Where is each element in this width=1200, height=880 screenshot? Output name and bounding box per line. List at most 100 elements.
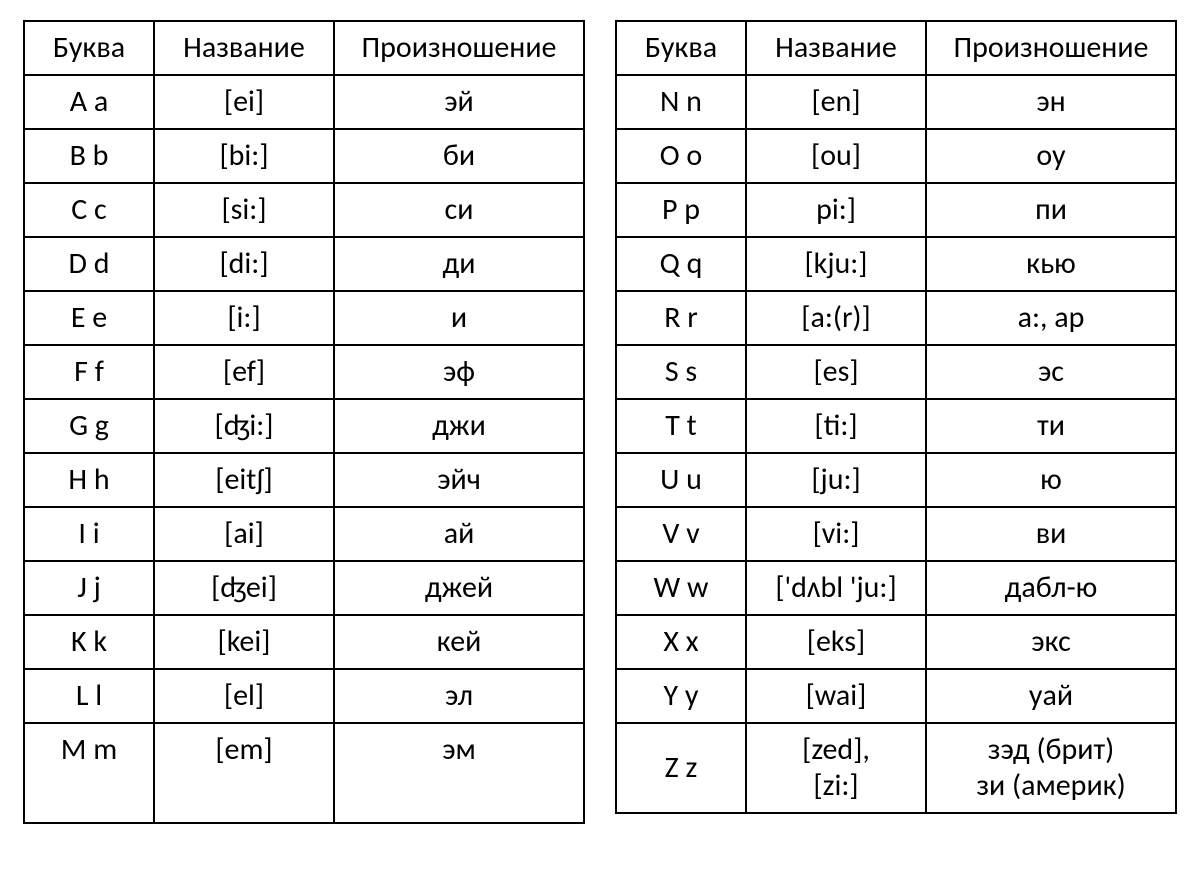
table-row: Z z[zed], [zi:]зэд (брит) зи (америк)	[616, 723, 1176, 813]
cell-name: [ti:]	[746, 399, 926, 453]
cell-name: [en]	[746, 75, 926, 129]
cell-letter: L l	[24, 669, 154, 723]
cell-letter: O o	[616, 129, 746, 183]
table-header-row: Буква Название Произношение	[24, 21, 584, 75]
cell-name: [di:]	[154, 237, 334, 291]
cell-letter: Y y	[616, 669, 746, 723]
cell-letter: C c	[24, 183, 154, 237]
cell-letter: A a	[24, 75, 154, 129]
table-row: F f[ef]эф	[24, 345, 584, 399]
table-header-row: Буква Название Произношение	[616, 21, 1176, 75]
table-row: O o[ou]оу	[616, 129, 1176, 183]
header-pronunciation: Произношение	[334, 21, 584, 75]
table-row: G g[ʤi:]джи	[24, 399, 584, 453]
cell-letter: D d	[24, 237, 154, 291]
table-row: L l[el]эл	[24, 669, 584, 723]
table-row: V v[vi:]ви	[616, 507, 1176, 561]
cell-letter: U u	[616, 453, 746, 507]
cell-letter: W w	[616, 561, 746, 615]
table-row: I i[ai]ай	[24, 507, 584, 561]
cell-name: [eks]	[746, 615, 926, 669]
cell-letter: Z z	[616, 723, 746, 813]
cell-pronunciation: кей	[334, 615, 584, 669]
table-row: X x[eks]экс	[616, 615, 1176, 669]
cell-name: [i:]	[154, 291, 334, 345]
header-letter: Буква	[24, 21, 154, 75]
cell-name: [ju:]	[746, 453, 926, 507]
table-row: C c[si:]си	[24, 183, 584, 237]
cell-pronunciation: си	[334, 183, 584, 237]
cell-pronunciation: ай	[334, 507, 584, 561]
header-name: Название	[154, 21, 334, 75]
cell-name: [si:]	[154, 183, 334, 237]
cell-name: [bi:]	[154, 129, 334, 183]
table-row: S s[es]эс	[616, 345, 1176, 399]
cell-name: ['dʌbl 'ju:]	[746, 561, 926, 615]
cell-letter: S s	[616, 345, 746, 399]
cell-pronunciation: ти	[926, 399, 1176, 453]
cell-letter: K k	[24, 615, 154, 669]
cell-name: [zed], [zi:]	[746, 723, 926, 813]
table-row: T t[ti:]ти	[616, 399, 1176, 453]
cell-pronunciation: эйч	[334, 453, 584, 507]
cell-pronunciation: эл	[334, 669, 584, 723]
table-row: Q q[kju:]кью	[616, 237, 1176, 291]
cell-pronunciation: зэд (брит) зи (америк)	[926, 723, 1176, 813]
cell-pronunciation: ви	[926, 507, 1176, 561]
table-body-left: A a[ei]эйB b[bi:]биC c[si:]сиD d[di:]диE…	[24, 75, 584, 823]
table-row: U u[ju:]ю	[616, 453, 1176, 507]
cell-letter: I i	[24, 507, 154, 561]
table-row: A a[ei]эй	[24, 75, 584, 129]
cell-pronunciation: би	[334, 129, 584, 183]
header-name: Название	[746, 21, 926, 75]
table-row: P ppi:]пи	[616, 183, 1176, 237]
header-letter: Буква	[616, 21, 746, 75]
cell-pronunciation: эн	[926, 75, 1176, 129]
cell-name: [vi:]	[746, 507, 926, 561]
cell-name: [a:(r)]	[746, 291, 926, 345]
cell-pronunciation: оу	[926, 129, 1176, 183]
cell-letter: N n	[616, 75, 746, 129]
table-row: N n[en]эн	[616, 75, 1176, 129]
cell-name: [ei]	[154, 75, 334, 129]
cell-pronunciation: ю	[926, 453, 1176, 507]
cell-letter: H h	[24, 453, 154, 507]
table-row: B b[bi:]би	[24, 129, 584, 183]
table-row: M m[em]эм	[24, 723, 584, 823]
cell-name: [ou]	[746, 129, 926, 183]
cell-pronunciation: джи	[334, 399, 584, 453]
cell-pronunciation: эй	[334, 75, 584, 129]
cell-name: [ʤei]	[154, 561, 334, 615]
cell-letter: B b	[24, 129, 154, 183]
cell-pronunciation: эм	[334, 723, 584, 823]
cell-pronunciation: уай	[926, 669, 1176, 723]
cell-name: [ʤi:]	[154, 399, 334, 453]
header-pronunciation: Произношение	[926, 21, 1176, 75]
cell-letter: G g	[24, 399, 154, 453]
cell-letter: T t	[616, 399, 746, 453]
alphabet-table-right: Буква Название Произношение N n[en]энO o…	[615, 20, 1177, 814]
cell-pronunciation: джей	[334, 561, 584, 615]
alphabet-table-left: Буква Название Произношение A a[ei]эйB b…	[23, 20, 585, 824]
cell-letter: P p	[616, 183, 746, 237]
cell-pronunciation: ди	[334, 237, 584, 291]
table-row: J j[ʤei]джей	[24, 561, 584, 615]
cell-name: [em]	[154, 723, 334, 823]
cell-pronunciation: а:, ар	[926, 291, 1176, 345]
cell-pronunciation: пи	[926, 183, 1176, 237]
table-row: D d[di:]ди	[24, 237, 584, 291]
cell-letter: V v	[616, 507, 746, 561]
table-row: E e[i:]и	[24, 291, 584, 345]
cell-pronunciation: эф	[334, 345, 584, 399]
cell-pronunciation: кью	[926, 237, 1176, 291]
cell-name: [ai]	[154, 507, 334, 561]
cell-letter: X x	[616, 615, 746, 669]
cell-name: [ef]	[154, 345, 334, 399]
cell-name: [kju:]	[746, 237, 926, 291]
cell-letter: R r	[616, 291, 746, 345]
cell-name: [eitʃ]	[154, 453, 334, 507]
cell-letter: M m	[24, 723, 154, 823]
cell-name: pi:]	[746, 183, 926, 237]
table-row: H h[eitʃ]эйч	[24, 453, 584, 507]
table-body-right: N n[en]энO o[ou]оуP ppi:]пиQ q[kju:]кьюR…	[616, 75, 1176, 813]
